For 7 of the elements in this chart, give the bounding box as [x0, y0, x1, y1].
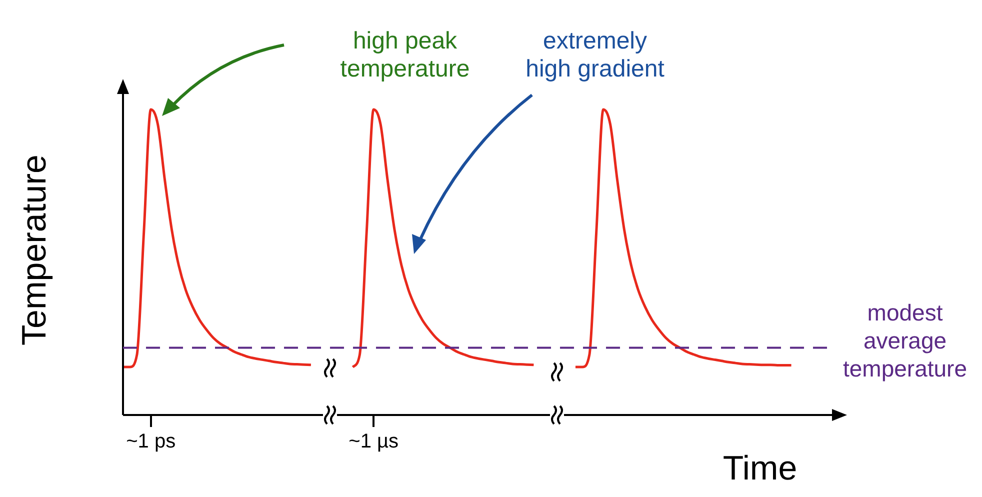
- text: extremely high gradient: [526, 28, 665, 83]
- y-axis-title: Temperature: [15, 154, 54, 346]
- x-tick-label: ~1 µs: [348, 430, 399, 453]
- x-axis-title: Time: [722, 449, 798, 488]
- text: high peak temperature: [340, 28, 470, 83]
- ref-line-label: modest average temperature: [842, 299, 968, 382]
- x-tick-label: ~1 ps: [126, 430, 176, 453]
